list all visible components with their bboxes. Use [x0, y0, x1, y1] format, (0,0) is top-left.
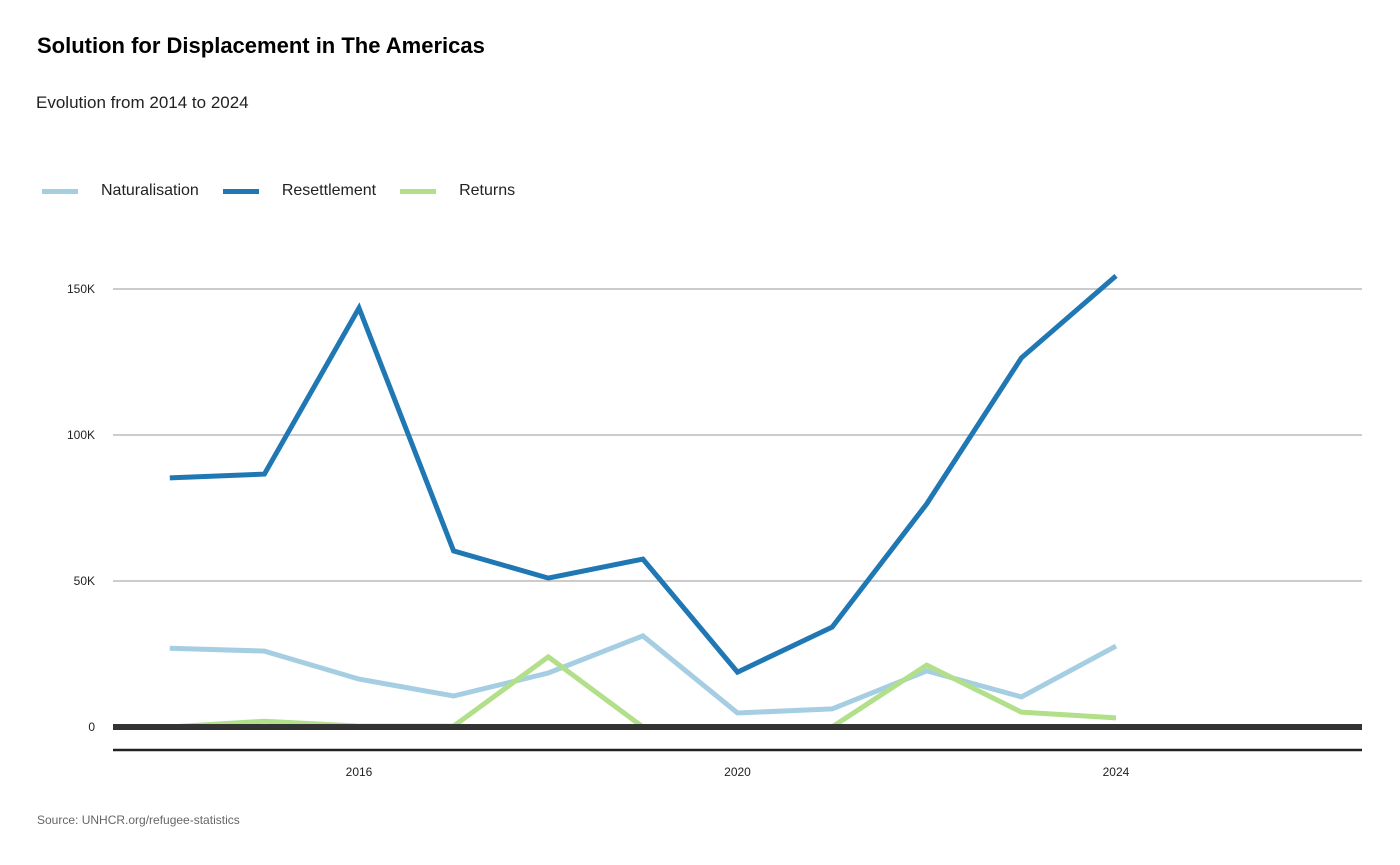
legend: Naturalisation Resettlement Returns: [42, 182, 539, 200]
legend-label: Naturalisation: [101, 182, 199, 199]
y-tick-label: 50K: [74, 574, 95, 588]
x-tick-label: 2016: [346, 765, 373, 779]
series-line-naturalisation: [169, 633, 1118, 716]
x-tick-label: 2024: [1103, 765, 1130, 779]
source-note: Source: UNHCR.org/refugee-statistics: [37, 813, 240, 827]
y-tick-label: 100K: [67, 428, 95, 442]
chart-title: Solution for Displacement in The America…: [37, 33, 485, 58]
legend-swatch: [42, 188, 78, 194]
x-tick-label: 2020: [724, 765, 751, 779]
legend-swatch: [400, 188, 437, 194]
chart-subtitle: Evolution from 2014 to 2024: [36, 93, 249, 112]
legend-swatch: [222, 188, 259, 194]
y-tick-label: 0: [88, 720, 95, 734]
y-tick-label: 150K: [67, 282, 95, 296]
legend-label: Returns: [459, 182, 516, 199]
legend-item: Returns: [400, 182, 515, 200]
legend-label: Resettlement: [281, 182, 377, 199]
series-line-resettlement: [169, 274, 1118, 676]
legend-item: Naturalisation: [42, 182, 199, 200]
legend-item: Resettlement: [222, 182, 377, 200]
